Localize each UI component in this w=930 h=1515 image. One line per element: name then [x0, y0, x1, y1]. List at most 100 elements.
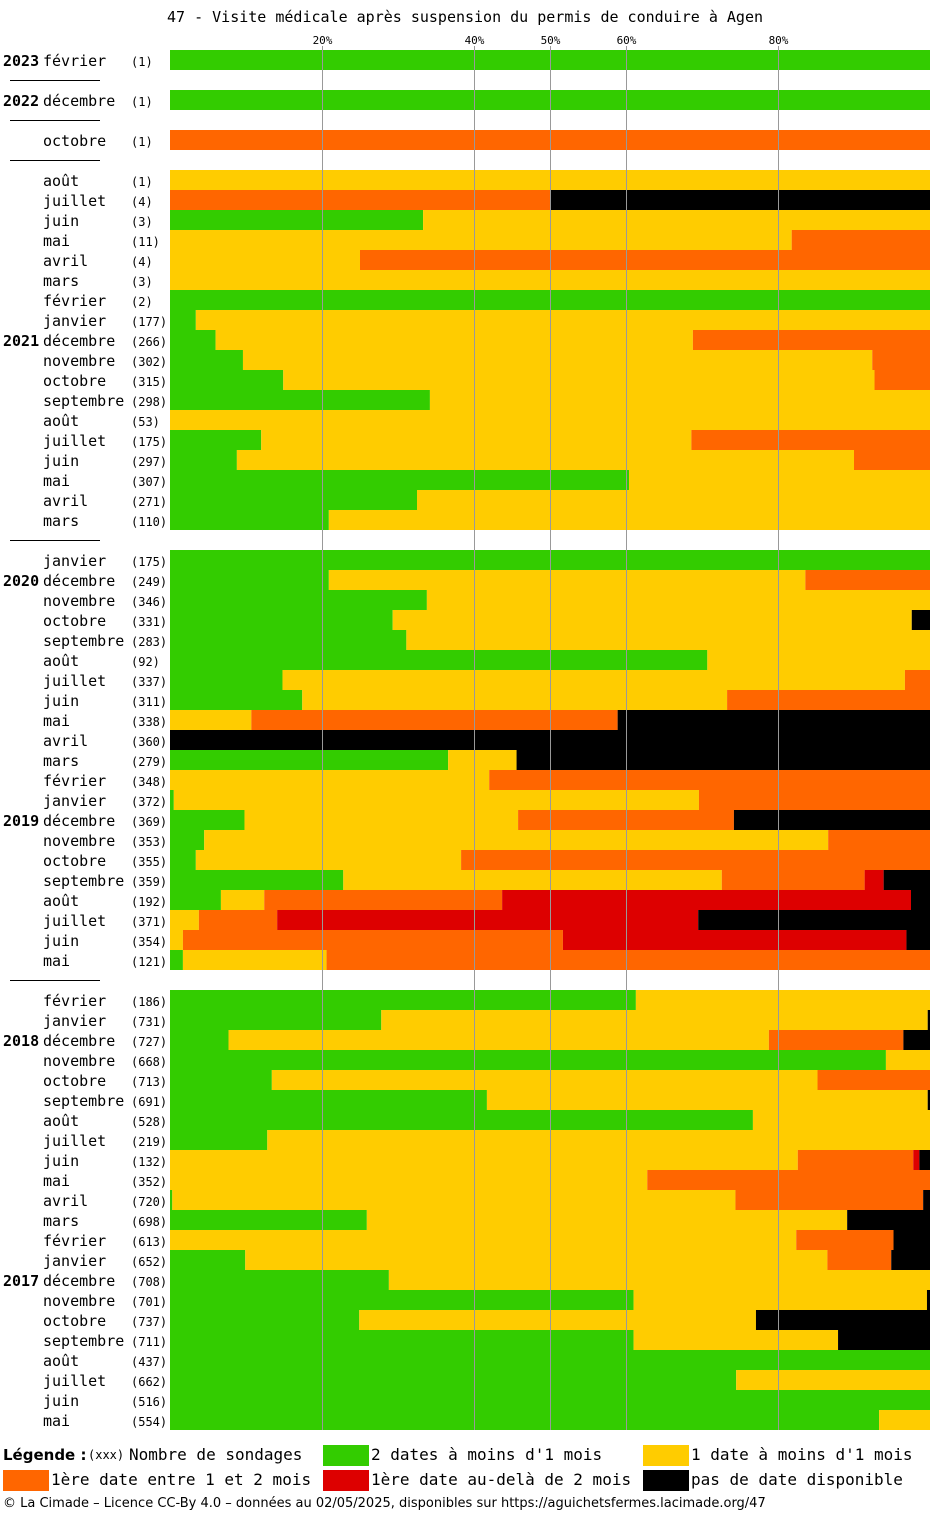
count-label-58: (737): [131, 1315, 167, 1329]
count-label-6: (11): [131, 235, 160, 249]
month-label-48: août: [43, 1112, 79, 1130]
bar-segment-43-c2: [381, 1010, 928, 1030]
bar-segment-18-c1: [170, 470, 630, 490]
gridlines-layer: [322, 46, 779, 1430]
bar-segment-40-c5: [906, 930, 930, 950]
bar-segment-55-c3: [827, 1250, 892, 1270]
x-tick-labels-layer: 20% 40% 50% 60% 80%: [313, 34, 789, 47]
count-label-35: (353): [131, 835, 167, 849]
legend: Légende : (xxx) Nombre de sondages 2 dat…: [0, 1444, 930, 1494]
legend-label-c3: 1ère date entre 1 et 2 mois: [51, 1470, 312, 1489]
month-label-29: mai: [43, 712, 70, 730]
count-label-55: (652): [131, 1255, 167, 1269]
legend-row-2: 1ère date entre 1 et 2 mois 1ère date au…: [0, 1469, 930, 1491]
bar-segment-13-c3: [874, 370, 930, 390]
bar-segment-56-c1: [170, 1270, 389, 1290]
month-label-31: mars: [43, 752, 79, 770]
bar-segment-63-c1: [170, 1410, 880, 1430]
bar-segment-7-c2: [170, 250, 360, 270]
month-label-27: juillet: [43, 672, 106, 690]
bar-segment-54-c3: [796, 1230, 894, 1250]
bar-segment-37-c2: [343, 870, 722, 890]
bar-segment-59-c5: [838, 1330, 930, 1350]
count-label-36: (355): [131, 855, 167, 869]
bar-segment-38-c5: [911, 890, 930, 910]
count-label-18: (307): [131, 475, 167, 489]
bar-segment-34-c2: [244, 810, 519, 830]
bar-segment-26-c2: [707, 650, 930, 670]
bar-segment-47-c1: [170, 1090, 487, 1110]
bar-segment-54-c5: [893, 1230, 930, 1250]
bar-segment-49-c1: [170, 1130, 268, 1150]
bar-segment-43-c5: [927, 1010, 930, 1030]
count-label-39: (371): [131, 915, 167, 929]
bar-segment-42-c2: [635, 990, 930, 1010]
month-label-35: novembre: [43, 832, 115, 850]
bar-segment-47-c2: [486, 1090, 928, 1110]
month-label-9: février: [43, 292, 106, 310]
bar-segment-4-c5: [550, 190, 930, 210]
bar-segment-43-c1: [170, 1010, 382, 1030]
bar-segment-53-c1: [170, 1210, 367, 1230]
bar-segment-63-c2: [879, 1410, 930, 1430]
bar-segment-58-c1: [170, 1310, 360, 1330]
count-label-62: (516): [131, 1395, 167, 1409]
count-label-48: (528): [131, 1115, 167, 1129]
count-label-4: (4): [131, 195, 153, 209]
count-label-61: (662): [131, 1375, 167, 1389]
month-label-18: mai: [43, 472, 70, 490]
bar-segment-39-c3: [198, 910, 278, 930]
month-label-46: octobre: [43, 1072, 106, 1090]
bar-segment-58-c2: [359, 1310, 756, 1330]
legend-row-1: Légende : (xxx) Nombre de sondages 2 dat…: [0, 1444, 930, 1466]
bar-segment-35-c2: [204, 830, 829, 850]
bar-segment-16-c1: [170, 430, 262, 450]
bar-segment-53-c5: [847, 1210, 930, 1230]
month-label-59: septembre: [43, 1332, 124, 1350]
bar-segment-39-c2: [170, 910, 199, 930]
bar-segment-57-c1: [170, 1290, 634, 1310]
count-label-43: (731): [131, 1015, 167, 1029]
count-label-21: (175): [131, 555, 167, 569]
month-label-43: janvier: [43, 1012, 106, 1030]
month-label-21: janvier: [43, 552, 106, 570]
bar-segment-22-c3: [805, 570, 930, 590]
bar-segment-50-c5: [919, 1150, 930, 1170]
legend-sample-count: (xxx): [88, 1448, 125, 1462]
bar-segment-10-c1: [170, 310, 196, 330]
bar-segment-52-c1: [170, 1190, 173, 1210]
count-label-27: (337): [131, 675, 167, 689]
month-label-2: octobre: [43, 132, 106, 150]
bar-segment-38-c2: [220, 890, 265, 910]
x-tick-label-20%: 20%: [313, 34, 333, 47]
count-label-28: (311): [131, 695, 167, 709]
month-label-62: juin: [43, 1392, 79, 1410]
month-label-61: juillet: [43, 1372, 106, 1390]
bar-segment-46-c2: [271, 1070, 818, 1090]
bar-segment-11-c2: [215, 330, 693, 350]
bar-segment-39-c4: [277, 910, 699, 930]
month-label-40: juin: [43, 932, 79, 950]
month-label-7: avril: [43, 252, 88, 270]
bar-segment-42-c1: [170, 990, 636, 1010]
bar-segment-38-c4: [502, 890, 911, 910]
month-label-50: juin: [43, 1152, 79, 1170]
count-label-2: (1): [131, 135, 153, 149]
month-label-32: février: [43, 772, 106, 790]
bar-segment-37-c5: [883, 870, 930, 890]
chart-title: 47 - Visite médicale après suspension du…: [166, 8, 764, 26]
bar-segment-12-c2: [242, 350, 873, 370]
legend-swatch-c3: [3, 1470, 49, 1491]
year-label-1: 2022: [3, 92, 39, 110]
count-label-63: (554): [131, 1415, 167, 1429]
bar-segment-14-c2: [429, 390, 930, 410]
count-label-49: (219): [131, 1135, 167, 1149]
bar-segment-32-c2: [170, 770, 490, 790]
bar-segment-28-c3: [727, 690, 930, 710]
bar-segment-33-c2: [173, 790, 699, 810]
month-label-36: octobre: [43, 852, 106, 870]
month-label-25: septembre: [43, 632, 124, 650]
year-label-22: 2020: [3, 572, 39, 590]
bar-segment-47-c5: [927, 1090, 930, 1110]
bar-segment-28-c2: [302, 690, 728, 710]
